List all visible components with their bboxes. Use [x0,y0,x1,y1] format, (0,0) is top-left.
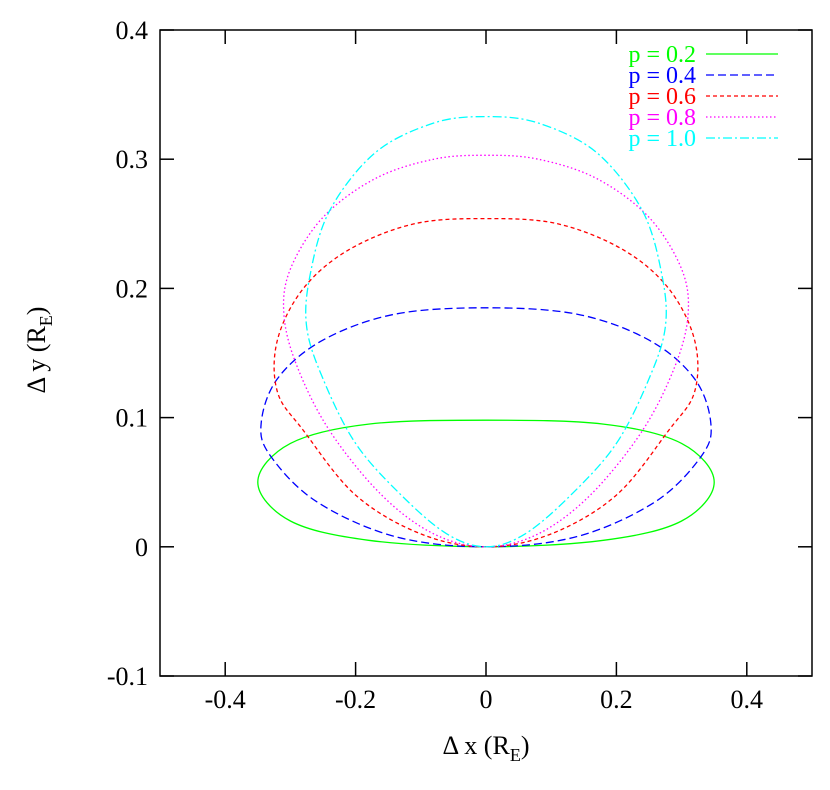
y-axis-label-main: Δ y (R [22,326,51,394]
legend-label-5: p = 1.0 [628,126,696,152]
series-line-1 [257,419,715,548]
y-tick-label: 0.1 [116,404,149,433]
y-tick-label: 0.3 [116,145,149,174]
series-line-4 [282,154,690,548]
legend: p = 0.2p = 0.4p = 0.6p = 0.8p = 1.0 [628,42,778,152]
legend-label-1: p = 0.2 [628,42,696,68]
legend-label-2: p = 0.4 [628,63,696,89]
x-axis-label-end: ) [521,731,530,760]
x-tick-label: 0.4 [731,685,764,714]
x-tick-label: -0.2 [335,685,376,714]
tick-labels-group: -0.4 -0.2 0 0.2 0.4 -0.1 0 0.1 0.2 0.3 0.4 [107,16,763,714]
series-line-3 [273,217,699,548]
y-tick-label: 0.2 [116,274,149,303]
series-line-5 [305,115,667,548]
x-axis-label-sub: E [510,745,521,765]
series-line-2 [260,307,712,548]
y-axis-label-end: ) [22,307,51,316]
y-axis-label-sub: E [36,315,56,326]
plot-frame [159,29,813,677]
legend-label-3: p = 0.6 [628,84,696,110]
x-tick-label: 0 [480,685,493,714]
y-tick-label: 0.4 [116,16,149,45]
x-axis-label: Δ x (RE) [443,731,530,765]
x-tick-label: 0.2 [600,685,633,714]
series-group [257,115,715,548]
y-tick-label: 0 [135,533,148,562]
ticks-group [160,29,812,677]
x-tick-label: -0.4 [205,685,246,714]
y-tick-label: -0.1 [107,662,148,691]
y-axis-label: Δ y (RE) [22,307,56,394]
legend-label-4: p = 0.8 [628,105,696,131]
x-axis-label-main: Δ x (R [443,731,511,760]
